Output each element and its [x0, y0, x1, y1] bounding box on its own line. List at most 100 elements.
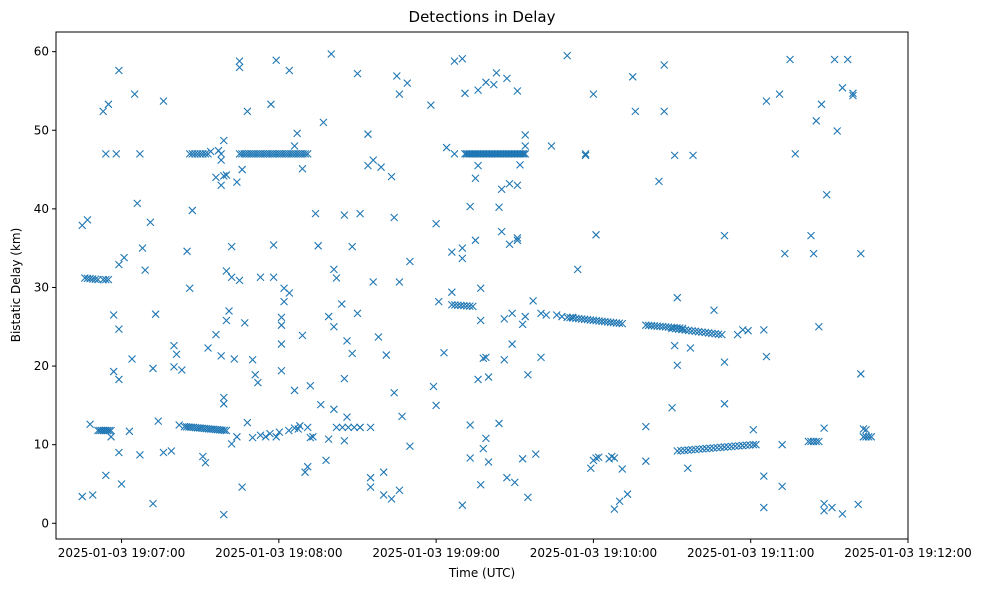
axes-layer: 2025-01-03 19:07:00 2025-01-03 19:08:00 20… [34, 45, 972, 560]
data-point [482, 353, 490, 362]
data-point [529, 296, 538, 305]
data-point [340, 211, 349, 220]
data-point [447, 288, 456, 297]
data-point [537, 309, 545, 318]
data-point [471, 174, 480, 183]
data-point [817, 100, 826, 109]
data-point [277, 321, 286, 330]
data-point [387, 495, 396, 503]
data-point [641, 457, 650, 466]
data-point [377, 163, 385, 172]
data-point [103, 426, 112, 435]
data-point [136, 451, 144, 459]
data-point [395, 278, 404, 286]
data-point [849, 89, 857, 98]
data-point [366, 473, 375, 482]
data-point [518, 149, 527, 158]
data-point [618, 465, 627, 473]
data-point [744, 326, 752, 335]
data-point [434, 297, 443, 306]
data-point [159, 448, 168, 457]
data-point [227, 273, 236, 282]
data-point [838, 509, 847, 518]
data-point [217, 351, 226, 360]
data-point [513, 234, 522, 242]
data-point [508, 309, 517, 318]
data-point [814, 322, 823, 331]
data-point [101, 149, 110, 158]
data-point [453, 301, 462, 310]
data-point [497, 185, 506, 194]
data-point [581, 151, 590, 160]
data-point [248, 433, 257, 442]
data-point [364, 130, 372, 139]
data-point [476, 480, 485, 489]
data-point [592, 454, 600, 462]
data-point [615, 497, 624, 506]
data-point [261, 432, 270, 441]
data-point [521, 131, 530, 139]
data-point [759, 326, 768, 334]
data-point [678, 325, 686, 334]
data-point [101, 426, 110, 435]
data-point [615, 319, 624, 328]
data-point [219, 510, 228, 519]
data-point [749, 440, 758, 449]
data-point [154, 417, 163, 425]
y-tick-label: 20 [34, 359, 49, 373]
data-point [219, 399, 228, 408]
data-point [458, 54, 467, 63]
data-point [403, 79, 412, 87]
data-point [97, 426, 106, 435]
y-axis-label: Bistatic Delay (km) [9, 228, 23, 343]
data-point [465, 302, 474, 310]
data-point [101, 471, 110, 480]
x-tick-label: 2025-01-03 19:08:00 [215, 546, 342, 560]
data-point [691, 327, 700, 336]
data-point [348, 349, 357, 358]
data-point [219, 136, 228, 145]
data-point [462, 301, 471, 310]
data-point [269, 273, 278, 282]
data-point [450, 57, 459, 65]
data-point [698, 328, 706, 337]
data-point [668, 403, 676, 412]
data-point [812, 116, 821, 125]
data-point [456, 301, 465, 310]
data-point [503, 74, 511, 83]
data-point [513, 181, 522, 190]
data-point [791, 149, 800, 158]
data-point [136, 149, 144, 158]
data-point [684, 326, 693, 335]
data-point [395, 486, 404, 495]
data-point [303, 423, 312, 432]
data-point [222, 171, 231, 179]
data-point [130, 90, 139, 98]
data-point [459, 301, 468, 310]
data-point [311, 209, 320, 218]
data-point [141, 266, 150, 275]
data-point [673, 361, 682, 370]
data-point [167, 447, 176, 455]
data-point [406, 442, 414, 451]
data-point [710, 306, 718, 315]
data-point [146, 218, 155, 227]
data-point [708, 329, 716, 338]
data-point [862, 425, 870, 434]
data-point [266, 429, 274, 438]
data-point [217, 149, 226, 158]
data-point [458, 254, 467, 263]
data-point [775, 90, 784, 98]
data-point [188, 206, 197, 215]
data-point [479, 444, 488, 453]
chart-title: Detections in Delay [409, 8, 556, 26]
data-point [447, 300, 456, 309]
data-point [510, 478, 519, 487]
data-point [440, 348, 448, 357]
data-point [521, 312, 530, 321]
data-point [484, 373, 493, 381]
data-point [133, 199, 142, 208]
data-point [458, 244, 467, 253]
data-point [660, 107, 669, 116]
x-tick-label: 2025-01-03 19:10:00 [530, 546, 657, 560]
